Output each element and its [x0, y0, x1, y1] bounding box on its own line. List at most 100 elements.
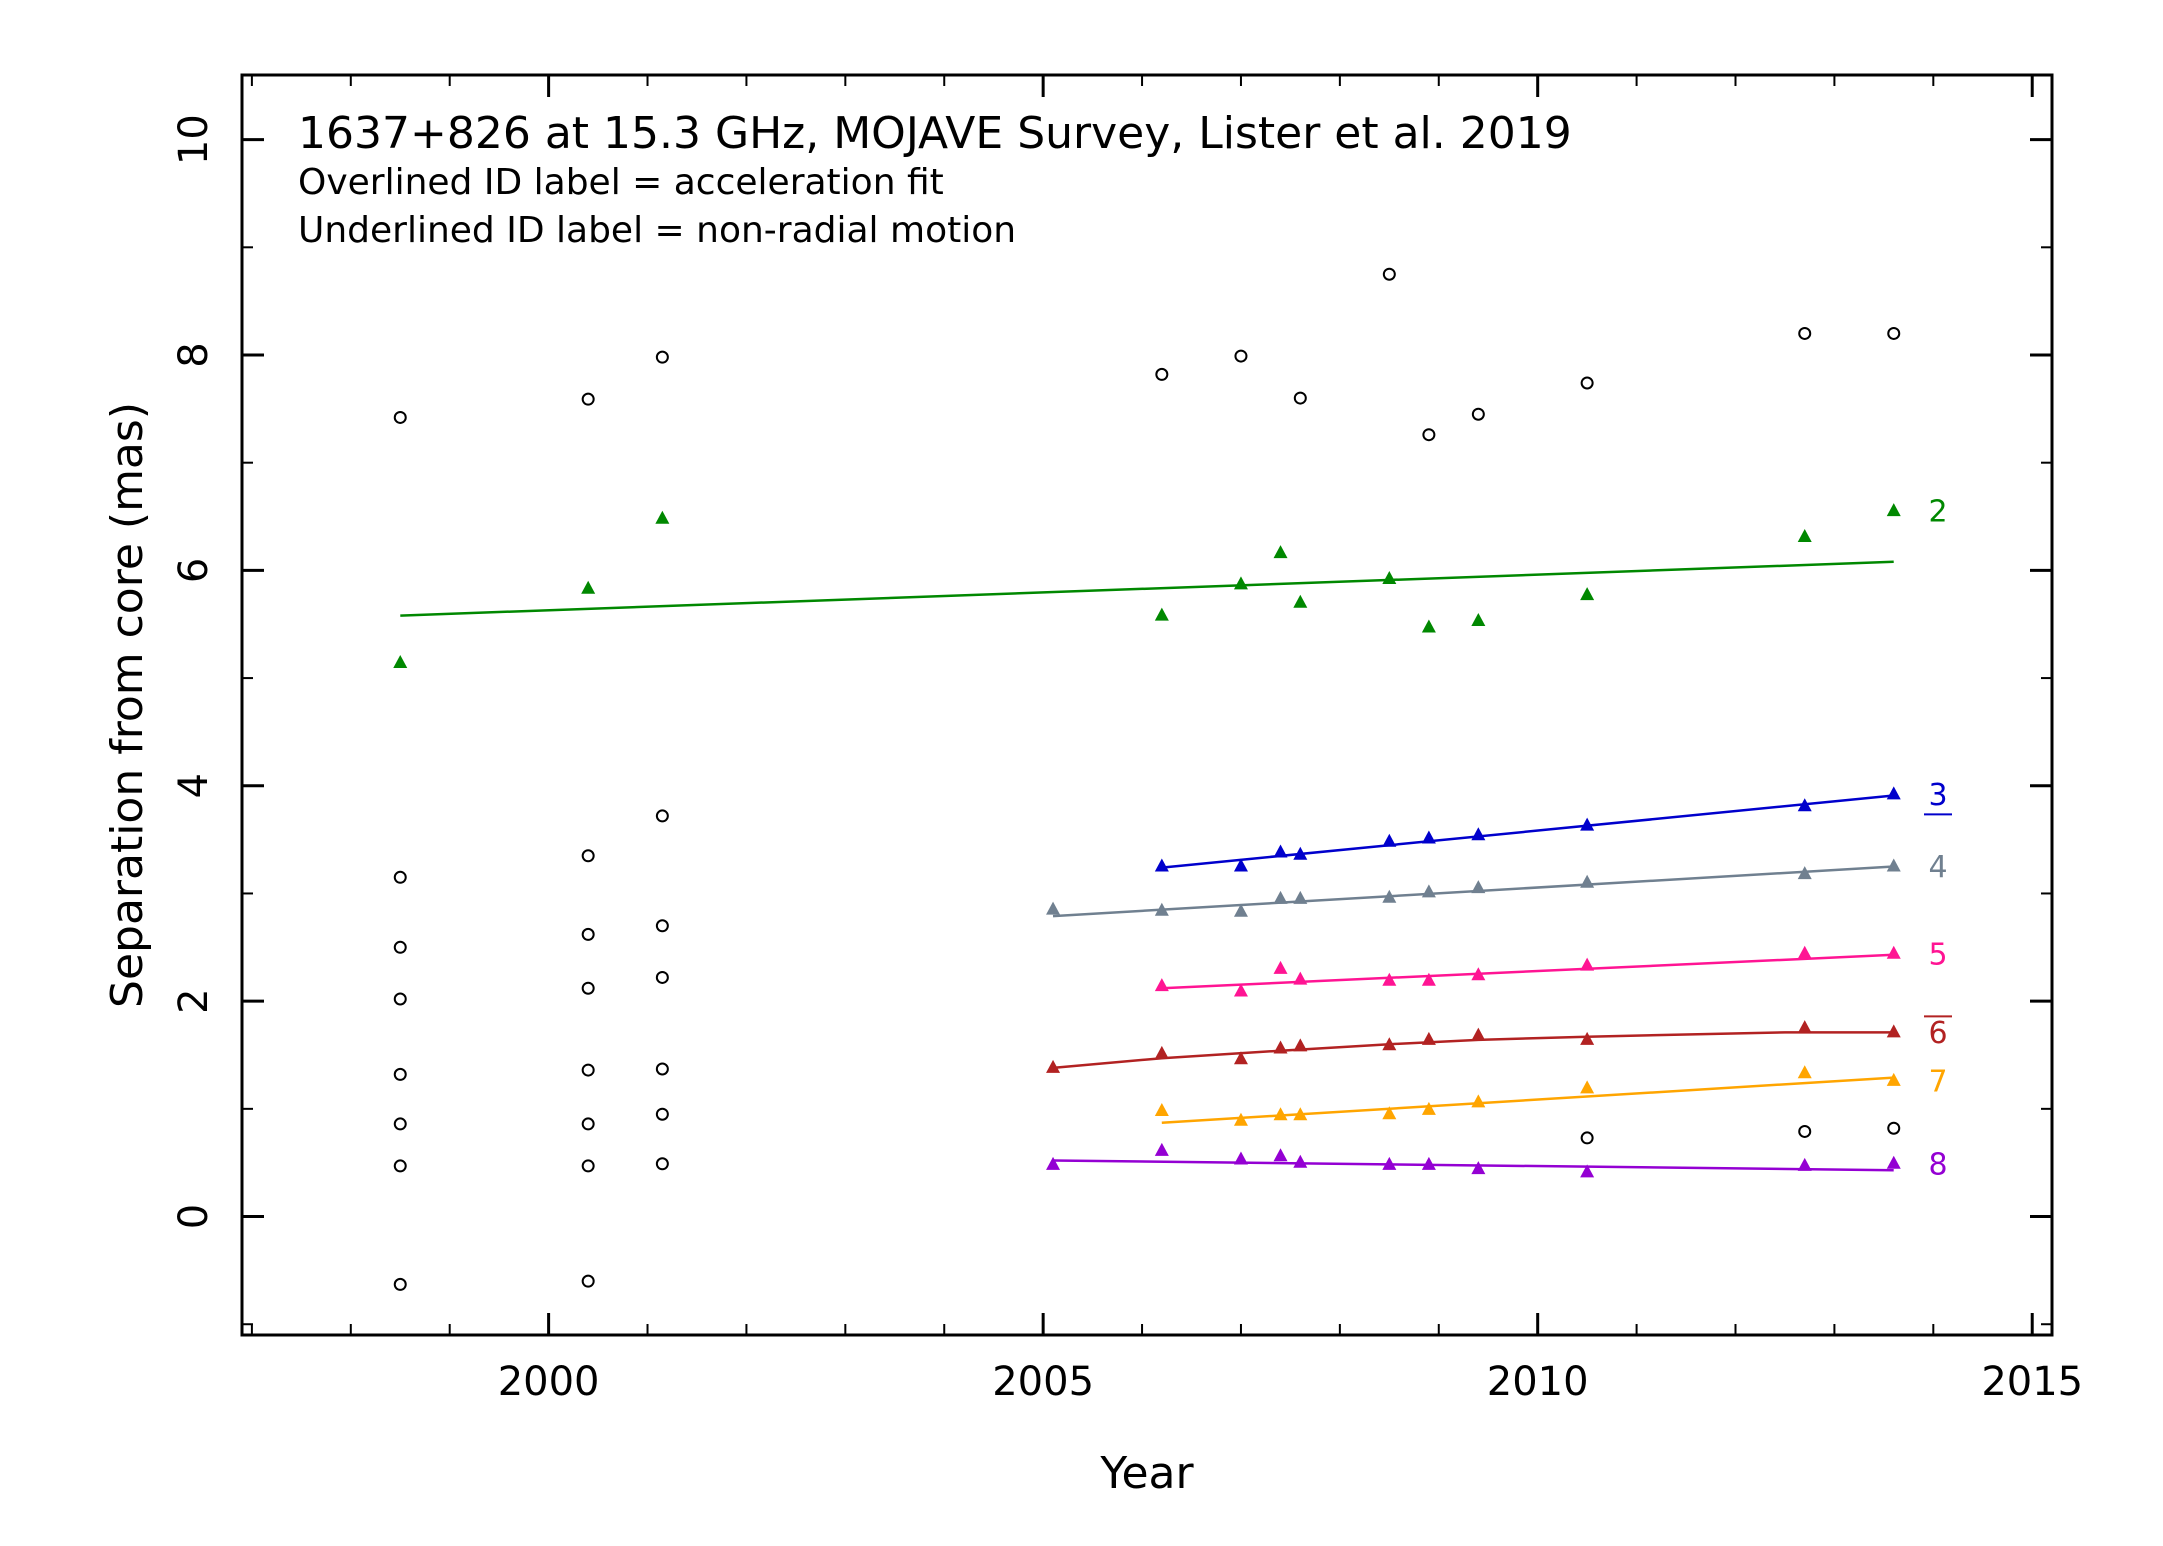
- plot-frame: [240, 73, 2054, 1337]
- unassigned-point: [1580, 1131, 1594, 1145]
- series-6-point: [1580, 1031, 1595, 1045]
- series-4-point: [1886, 858, 1901, 872]
- unassigned-point: [393, 410, 407, 424]
- unassigned-point: [393, 992, 407, 1006]
- unassigned-point: [1887, 326, 1901, 340]
- series-label-4: 4: [1928, 850, 1947, 885]
- unassigned-point: [655, 1157, 669, 1171]
- unassigned-point: [393, 1067, 407, 1081]
- series-8-point: [1471, 1161, 1486, 1175]
- unassigned-point: [393, 870, 407, 884]
- series-4-point: [1580, 874, 1595, 888]
- fit-line-2: [400, 560, 1894, 617]
- y-tick-label: 2: [171, 988, 217, 1013]
- series-7-point: [1886, 1072, 1901, 1086]
- series-7-point: [1580, 1080, 1595, 1094]
- y-axis-title: Separation from core (mas): [102, 402, 153, 1008]
- data-points: [393, 267, 1901, 1291]
- unassigned-point: [393, 1117, 407, 1131]
- unassigned-point: [655, 350, 669, 364]
- series-5-point: [1233, 983, 1248, 997]
- unassigned-point: [655, 919, 669, 933]
- fit-lines: [400, 560, 1894, 1172]
- series-2-point: [393, 655, 408, 668]
- series-6-point: [1154, 1045, 1169, 1059]
- series-2-point: [655, 510, 670, 524]
- series-8-point: [1886, 1155, 1901, 1169]
- unassigned-point: [581, 392, 595, 406]
- series-4-point: [1154, 902, 1169, 916]
- series-4-point: [1233, 903, 1248, 917]
- series-4-point: [1797, 866, 1812, 880]
- unassigned-point: [393, 940, 407, 954]
- series-7-point: [1273, 1107, 1288, 1121]
- series-2-point: [1471, 613, 1486, 626]
- note-acceleration: Overlined ID label = acceleration fit: [298, 162, 944, 203]
- series-7-point: [1154, 1103, 1169, 1116]
- series-label-6: 6: [1928, 1016, 1947, 1051]
- unassigned-point: [581, 1063, 595, 1077]
- series-6-point: [1046, 1059, 1061, 1073]
- series-2-point: [1580, 587, 1595, 601]
- series-3-point: [1293, 846, 1308, 860]
- series-7-point: [1797, 1065, 1812, 1079]
- series-label-7: 7: [1928, 1064, 1947, 1099]
- x-axis-title: Year: [1099, 1448, 1194, 1499]
- series-2-point: [1797, 529, 1812, 542]
- unassigned-point: [1155, 367, 1169, 381]
- series-2-point: [1886, 503, 1901, 517]
- series-8-point: [1293, 1154, 1308, 1168]
- x-tick-label: 2010: [1487, 1359, 1589, 1405]
- unassigned-point: [393, 1159, 407, 1173]
- fit-line-5: [1161, 953, 1894, 990]
- series-4-point: [1382, 889, 1397, 903]
- series-5-point: [1273, 960, 1288, 974]
- series-5-point: [1886, 945, 1901, 959]
- series-6-point: [1233, 1051, 1248, 1065]
- series-2-point: [1273, 545, 1288, 559]
- y-tick-label: 0: [171, 1204, 217, 1229]
- series-label-2: 2: [1928, 495, 1947, 530]
- series-8-point: [1580, 1164, 1595, 1178]
- x-tick-label: 2005: [992, 1359, 1094, 1405]
- unassigned-point: [1234, 349, 1248, 363]
- unassigned-point: [655, 970, 669, 984]
- unassigned-point: [1887, 1121, 1901, 1135]
- series-5-point: [1797, 945, 1812, 959]
- unassigned-point: [393, 1277, 407, 1291]
- unassigned-point: [581, 981, 595, 995]
- series-8-point: [1273, 1148, 1288, 1162]
- series-6-point: [1382, 1037, 1397, 1051]
- unassigned-point: [581, 1117, 595, 1131]
- series-2-point: [1154, 607, 1169, 621]
- unassigned-point: [1382, 267, 1396, 281]
- series-7-point: [1471, 1094, 1486, 1108]
- series-6-point: [1886, 1024, 1901, 1038]
- series-2-point: [1233, 576, 1248, 590]
- fit-line-3: [1161, 794, 1894, 869]
- series-5-point: [1580, 957, 1595, 971]
- series-3-point: [1382, 833, 1397, 847]
- unassigned-point: [581, 1274, 595, 1288]
- series-8-point: [1046, 1156, 1061, 1170]
- x-tick-label: 2015: [1981, 1359, 2083, 1405]
- series-7-point: [1233, 1112, 1248, 1126]
- unassigned-point: [581, 1159, 595, 1173]
- y-tick-label: 10: [171, 114, 217, 165]
- unassigned-point: [1798, 326, 1812, 340]
- series-8-point: [1154, 1142, 1169, 1156]
- series-7-point: [1293, 1107, 1308, 1121]
- unassigned-point: [655, 1062, 669, 1076]
- series-3-point: [1421, 830, 1436, 844]
- unassigned-point: [1293, 391, 1307, 405]
- x-tick-label: 2000: [498, 1359, 600, 1405]
- series-6-point: [1273, 1040, 1288, 1054]
- series-5-point: [1293, 971, 1308, 985]
- series-label-8: 8: [1928, 1147, 1947, 1182]
- series-5-point: [1154, 978, 1169, 992]
- series-2-point: [1382, 571, 1397, 584]
- series-label-3: 3: [1928, 778, 1947, 813]
- chart-title: 1637+826 at 15.3 GHz, MOJAVE Survey, Lis…: [298, 108, 1572, 159]
- unassigned-point: [581, 927, 595, 941]
- series-3-point: [1580, 817, 1595, 831]
